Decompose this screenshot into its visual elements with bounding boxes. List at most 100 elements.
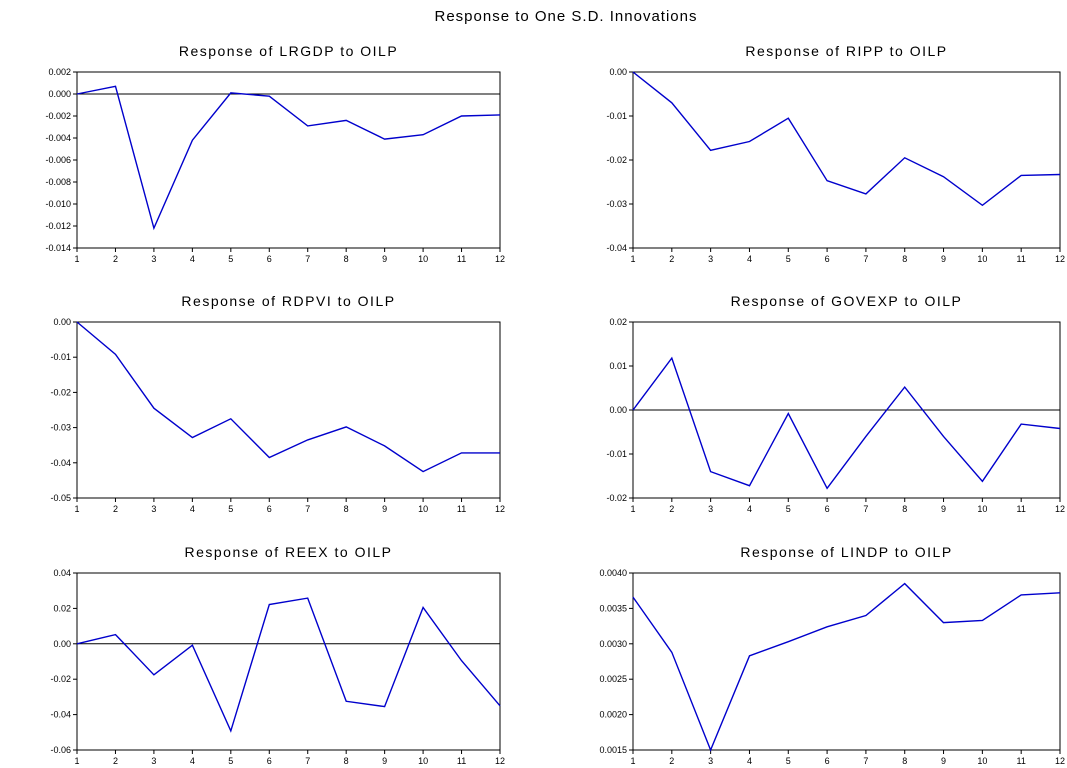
- series-line-govexp: [632, 356, 1061, 490]
- x-tick-label: 3: [708, 756, 713, 766]
- panel-rdpvi: Response of RDPVI to OILP 0.00 -0.01 -0.02 -…: [50, 293, 505, 514]
- plot-frame-lindp: [632, 572, 1061, 751]
- x-tick-label: 7: [305, 756, 310, 766]
- y-tick-label: -0.010: [45, 199, 71, 209]
- plot-frame-reex: [76, 572, 501, 751]
- x-tick-label: 10: [977, 504, 987, 514]
- y-tick-label: 0.000: [48, 89, 71, 99]
- x-tick-label: 2: [113, 756, 118, 766]
- x-tick-label: 8: [902, 756, 907, 766]
- x-tick-label: 8: [344, 504, 349, 514]
- series-line-lindp: [632, 582, 1061, 752]
- x-tick-label: 1: [74, 756, 79, 766]
- x-tick-label: 11: [1017, 756, 1026, 766]
- y-tick-label: -0.006: [45, 155, 71, 165]
- y-tick-label: 0.0020: [599, 710, 627, 720]
- x-tick-label: 2: [113, 504, 118, 514]
- x-tick-label: 5: [786, 254, 791, 264]
- y-tick-label: -0.01: [606, 449, 627, 459]
- x-tick-label: 9: [382, 504, 387, 514]
- y-tick-label: -0.05: [50, 493, 71, 503]
- y-tick-label: 0.00: [609, 67, 627, 77]
- x-tick-label: 1: [630, 254, 635, 264]
- x-tick-label: 4: [190, 504, 195, 514]
- x-tick-label: 1: [74, 504, 79, 514]
- y-tick-label: -0.01: [50, 352, 71, 362]
- y-tick-label: 0.0035: [599, 603, 627, 613]
- x-tick-label: 9: [382, 756, 387, 766]
- x-tick-label: 7: [863, 756, 868, 766]
- y-tick-label: -0.01: [606, 111, 627, 121]
- y-tick-label: 0.0025: [599, 674, 627, 684]
- x-tick-label: 12: [1055, 756, 1065, 766]
- x-tick-label: 9: [382, 254, 387, 264]
- x-tick-label: 8: [344, 254, 349, 264]
- panel-title-lindp: Response of LINDP to OILP: [740, 544, 952, 560]
- series-line-lrgdp: [76, 85, 501, 231]
- y-tick-label: 0.002: [48, 67, 71, 77]
- plot-frame-lrgdp: [76, 71, 501, 249]
- x-tick-label: 10: [418, 254, 428, 264]
- x-tick-label: 12: [1055, 254, 1065, 264]
- x-tick-label: 8: [902, 254, 907, 264]
- x-tick-label: 11: [457, 756, 466, 766]
- x-tick-label: 10: [977, 254, 987, 264]
- x-tick-label: 9: [941, 504, 946, 514]
- x-tick-label: 3: [708, 504, 713, 514]
- y-tick-label: 0.01: [609, 361, 627, 371]
- panel-lindp: Response of LINDP to OILP 0.0040 0.0035 0.0…: [599, 544, 1065, 766]
- x-tick-label: 12: [1055, 504, 1065, 514]
- y-tick-label: -0.03: [50, 423, 71, 433]
- y-tick-label: 0.0015: [599, 745, 627, 755]
- x-tick-label: 8: [902, 504, 907, 514]
- x-tick-label: 6: [825, 254, 830, 264]
- y-tick-label: -0.008: [45, 177, 71, 187]
- x-tick-label: 11: [457, 254, 466, 264]
- x-tick-label: 6: [267, 756, 272, 766]
- y-tick-label: 0.04: [53, 568, 71, 578]
- x-tick-label: 3: [151, 254, 156, 264]
- x-tick-label: 4: [190, 254, 195, 264]
- y-tick-label: -0.04: [606, 243, 627, 253]
- x-tick-label: 2: [669, 756, 674, 766]
- x-tick-label: 7: [863, 504, 868, 514]
- x-tick-label: 4: [190, 756, 195, 766]
- panel-title-rdpvi: Response of RDPVI to OILP: [181, 293, 395, 309]
- x-tick-label: 4: [747, 254, 752, 264]
- panel-lrgdp: Response of LRGDP to OILP 0.002 0.000 -0.00…: [45, 43, 505, 264]
- plot-frame-ripp: [632, 71, 1061, 249]
- x-tick-label: 7: [863, 254, 868, 264]
- x-tick-label: 6: [825, 756, 830, 766]
- x-tick-label: 2: [669, 254, 674, 264]
- y-tick-label: 0.0030: [599, 639, 627, 649]
- panel-title-lrgdp: Response of LRGDP to OILP: [179, 43, 398, 59]
- y-tick-label: -0.02: [50, 674, 71, 684]
- series-line-reex: [76, 597, 501, 733]
- y-tick-label: -0.014: [45, 243, 71, 253]
- x-tick-label: 5: [228, 504, 233, 514]
- series-line-rdpvi: [76, 321, 500, 473]
- panel-title-reex: Response of REEX to OILP: [185, 544, 393, 560]
- x-tick-label: 5: [228, 254, 233, 264]
- x-tick-label: 4: [747, 756, 752, 766]
- x-tick-label: 10: [418, 504, 428, 514]
- plot-frame-rdpvi: [76, 321, 501, 499]
- y-tick-label: 0.00: [53, 639, 71, 649]
- y-tick-label: 0.02: [609, 317, 627, 327]
- x-tick-label: 1: [630, 504, 635, 514]
- x-tick-label: 1: [74, 254, 79, 264]
- x-tick-label: 6: [267, 254, 272, 264]
- x-tick-label: 3: [151, 756, 156, 766]
- x-tick-label: 3: [151, 504, 156, 514]
- y-tick-label: 0.00: [609, 405, 627, 415]
- y-tick-label: -0.02: [606, 493, 627, 503]
- x-tick-label: 11: [457, 504, 466, 514]
- y-tick-label: -0.02: [50, 387, 71, 397]
- figure-suptitle: Response to One S.D. Innovations: [435, 8, 698, 25]
- y-tick-label: -0.04: [50, 458, 71, 468]
- x-tick-label: 7: [305, 254, 310, 264]
- x-tick-label: 9: [941, 756, 946, 766]
- x-tick-label: 8: [344, 756, 349, 766]
- x-tick-label: 12: [495, 254, 505, 264]
